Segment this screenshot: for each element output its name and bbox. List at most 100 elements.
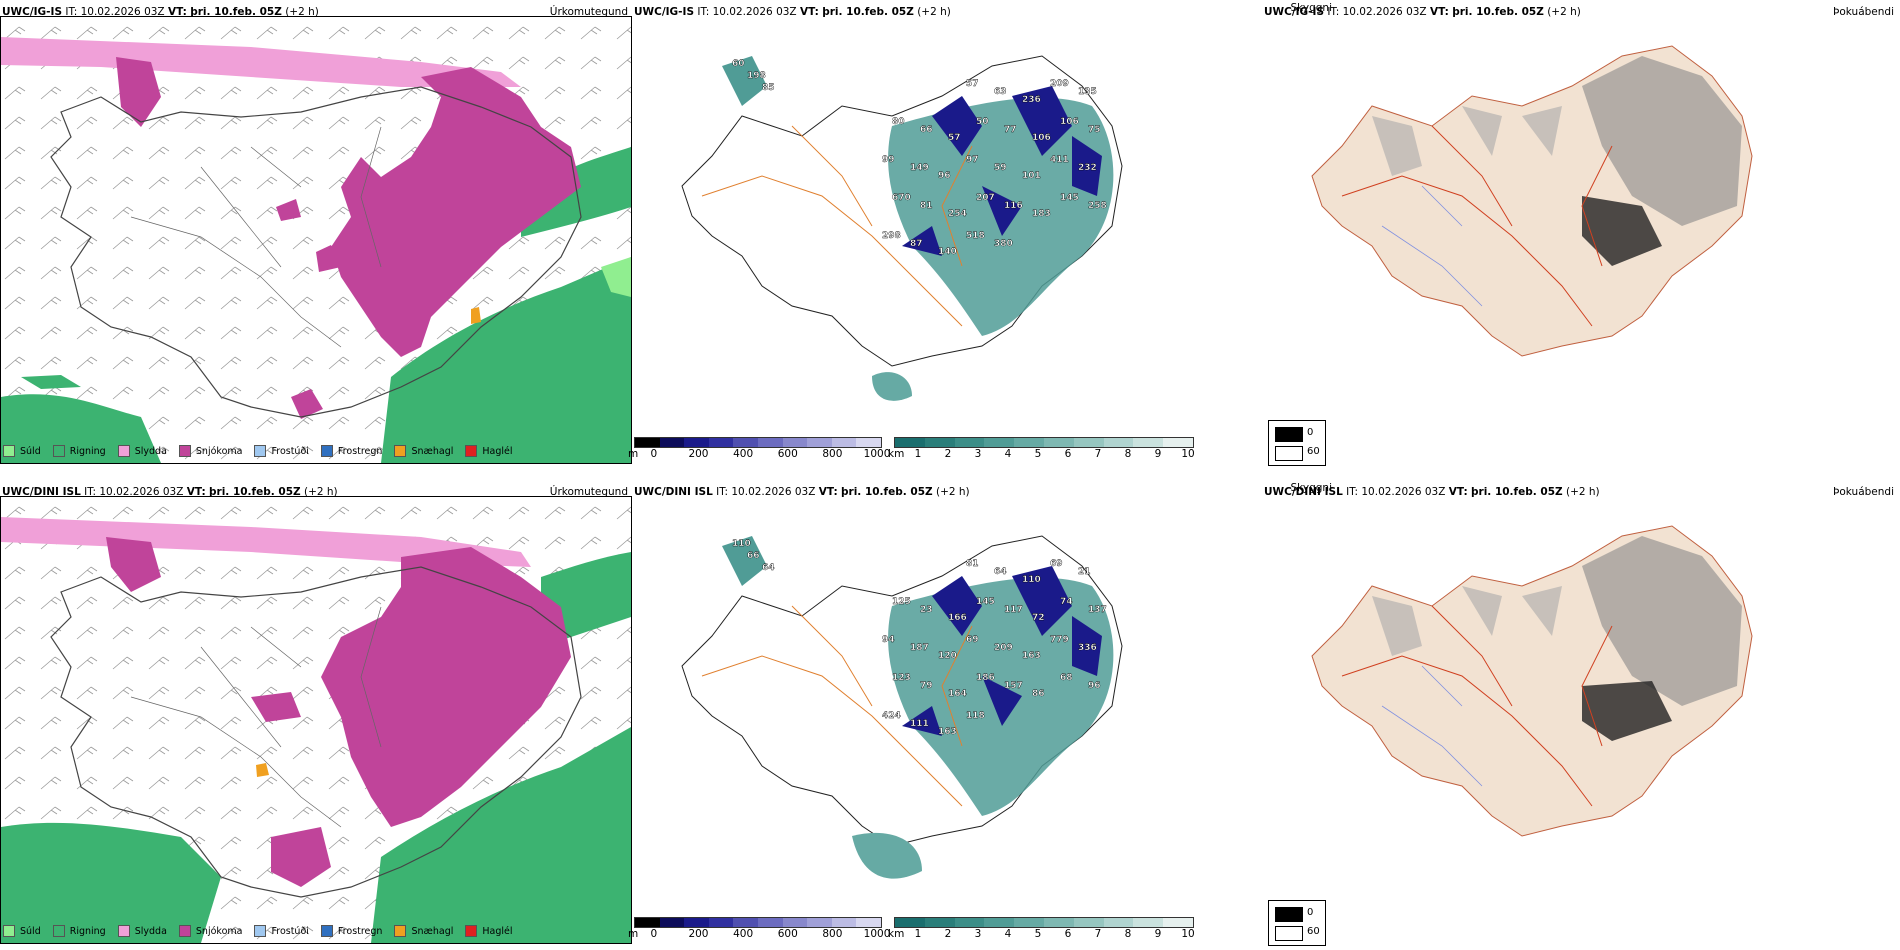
ceiling-value-label: 518 [966,231,985,241]
colorbar-tick: 10 [1181,448,1195,460]
legend-item: Frostúði [254,445,309,457]
visibility-label: Skyggni [1290,2,1333,14]
precip-type-panel: UWC/DINI ISL IT: 10.02.2026 03Z VT: þri.… [0,480,632,950]
legend-item: Haglél [465,925,513,937]
colorbar-tick: 6 [1064,928,1072,940]
legend-label: Slydda [134,445,167,457]
ceiling-value-label: 166 [948,613,967,623]
legend-swatch [394,445,407,457]
precip-map: Súld Rigning Slydda Snjókoma Frostúði Frostre… [0,16,632,464]
visibility-colorbar: km 1 2 3 4 5 6 7 8 9 10 [888,437,1195,460]
colorbar-segment [895,918,925,927]
panel-title: UWC/IG-IS IT: 10.02.2026 03Z VT: þri. 10… [634,6,951,18]
colorbar-segment [1133,918,1164,927]
legend-label: Rigning [69,445,106,457]
legend-item: Snæhagl [394,925,453,937]
colorbar-segment [1163,918,1193,927]
colorbar-segment [1133,438,1164,447]
legend-item: Rigning [52,445,106,457]
ceiling-value-label: 123 [892,673,911,683]
ceiling-value-label: 81 [966,559,979,569]
ceiling-value-label: 96 [938,171,951,181]
colorbar-segment [807,438,832,447]
precip-type-label: Úrkomutegund [549,486,628,498]
ceiling-value-label: 64 [762,563,775,573]
ceiling-value-label: 66 [920,125,933,135]
legend-swatch [178,445,191,457]
colorbar-tick: 1 [914,928,922,940]
legend-swatch [465,925,478,937]
colorbar-tick: 1000 [863,448,891,460]
colorbar-segment [733,438,758,447]
visibility-colorbar: km 1 2 3 4 5 6 7 8 9 10 [888,917,1195,940]
precip-legend: Súld Rigning Slydda Snjókoma Frostúði Frostre… [3,445,525,457]
fog-indicator-label: Þokuábendi [1833,486,1894,498]
legend-label: Haglél [482,445,513,457]
colorbar-tick: 600 [777,448,798,460]
colorbar-segment [659,438,685,447]
legend-label: Rigning [69,925,106,937]
legend-label: Frostregn [337,925,383,937]
colorbar-tick: 7 [1094,448,1102,460]
ceiling-value-label: 87 [910,239,923,249]
ceiling-colorbar: m 0 200 400 600 800 1000 [628,917,890,940]
model-row-ig-is: UWC/IG-IS IT: 10.02.2026 03Z VT: þri. 10… [0,0,1900,470]
ceiling-value-label: 80 [892,117,905,127]
ceiling-value-label: 75 [1088,125,1101,135]
precip-type-panel: UWC/IG-IS IT: 10.02.2026 03Z VT: þri. 10… [0,0,632,470]
ceiling-value-label: 380 [994,239,1013,249]
ceiling-value-label: 232 [1078,163,1097,173]
colorbar-segment [1103,918,1134,927]
precip-map: Súld Rigning Slydda Snjókoma Frostúði Frostre… [0,496,632,944]
ceiling-value-label: 140 [938,247,957,257]
colorbar-segment [635,918,660,927]
panel-title: UWC/IG-IS IT: 10.02.2026 03Z VT: þri. 10… [2,6,319,18]
legend-item: Slydda [117,445,167,457]
legend-swatch [254,925,267,937]
ceiling-value-label: 187 [910,643,929,653]
ceiling-value-label: 779 [1050,635,1069,645]
colorbar-segment [856,438,881,447]
ceiling-value-label: 86 [1032,689,1045,699]
ceiling-value-label: 79 [920,681,933,691]
panel-title: UWC/DINI ISL IT: 10.02.2026 03Z VT: þri.… [634,486,970,498]
legend-label: Snæhagl [411,925,454,937]
colorbar-unit: m [628,448,639,460]
legend-item: Frostregn [320,925,383,937]
ceiling-value-label: 59 [994,163,1007,173]
ceiling-value-label: 64 [994,567,1007,577]
colorbar-segment [856,918,881,927]
legend-item: Frostregn [320,445,383,457]
colorbar-tick: 2 [944,928,952,940]
ceiling-value-label: 21 [1078,567,1091,577]
ceiling-value-label: 336 [1078,643,1097,653]
ceiling-value-label: 94 [882,635,895,645]
colorbar-segment [924,918,955,927]
ceiling-value-label: 99 [882,155,895,165]
ceiling-value-label: 258 [1088,201,1107,211]
legend-item: Rigning [52,925,106,937]
colorbar-segment [635,438,660,447]
ceiling-value-label: 60 [732,59,745,69]
ceiling-value-label: 164 [948,689,967,699]
colorbar-segment [684,438,709,447]
colorbar-tick: 1000 [863,928,891,940]
colorbar-tick: 4 [1004,448,1012,460]
legend-swatch [3,445,15,457]
ceiling-value-label: 137 [1088,605,1107,615]
colorbar-tick: 600 [777,928,798,940]
legend-label: Súld [20,445,41,457]
legend-item: Snæhagl [394,445,453,457]
colorbar-segment [1073,438,1104,447]
legend-label: Frostregn [337,445,383,457]
colorbar-segment [1043,918,1074,927]
colorbar-tick: 200 [688,448,709,460]
legend-label: Frostúði [271,445,309,457]
colorbar-segment [895,438,925,447]
model-row-dini-isl: UWC/DINI ISL IT: 10.02.2026 03Z VT: þri.… [0,480,1900,950]
colorbar-segment [984,438,1015,447]
panel-title: UWC/DINI ISL IT: 10.02.2026 03Z VT: þri.… [2,486,338,498]
ceiling-value-label: 118 [966,711,985,721]
ceiling-value-label: 63 [994,87,1007,97]
fog-key: 0 60 [1268,900,1326,946]
